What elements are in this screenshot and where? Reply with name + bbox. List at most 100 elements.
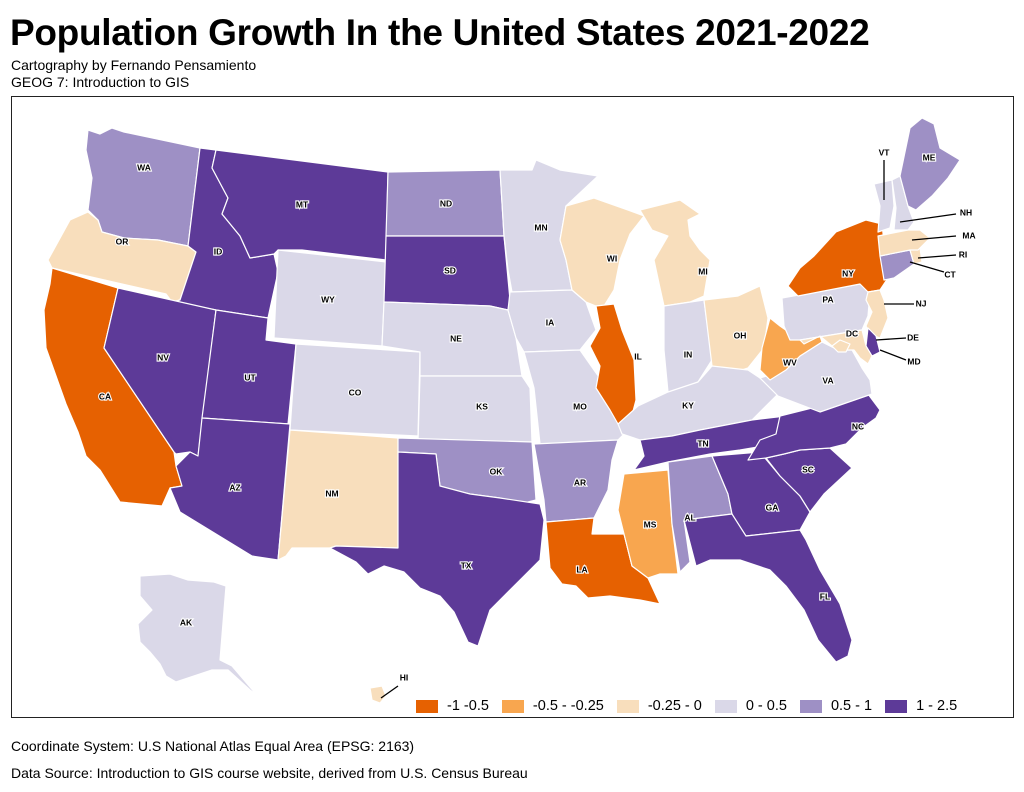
state-label-oh: OH [734,330,747,340]
state-label-nh: NH [960,207,972,217]
state-label-ny: NY [842,268,854,278]
data-source-note: Data Source: Introduction to GIS course … [11,765,528,781]
legend-label: 0 - 0.5 [745,698,787,714]
legend-item: 1 - 2.5 [885,698,957,714]
state-label-wy: WY [321,294,335,304]
legend-swatch [714,699,737,713]
state-label-id: ID [214,246,223,256]
legend-swatch [885,699,908,713]
state-label-nc: NC [852,421,864,431]
state-label-de: DE [907,332,919,342]
state-dc [831,339,851,353]
state-label-ia: IA [546,317,555,327]
state-label-ne: NE [450,333,462,343]
state-labels-layer: WA OR CA ID NV MT WY UT AZ CO NM ND SD NE KS OK TX MN IA MO… [98,146,977,683]
state-label-pa: PA [822,294,833,304]
coordinate-system-note: Coordinate System: U.S National Atlas Eq… [11,738,415,754]
state-label-tn: TN [697,438,708,448]
leader-lines-layer [380,160,957,699]
state-me [899,117,961,211]
state-label-ky: KY [682,400,694,410]
state-label-wa: WA [137,162,151,172]
legend-item: -0.25 - 0 [616,698,702,714]
state-label-la: LA [576,564,587,574]
leader-line-nh [899,213,957,223]
state-de [865,327,881,357]
state-label-nv: NV [157,352,169,362]
state-label-mo: MO [573,401,587,411]
state-label-in: IN [684,349,693,359]
state-label-hi: HI [400,672,409,682]
state-ar [533,439,619,523]
legend: -1 -0.5 -0.5 - -0.25 -0.25 - 0 0 - 0.5 0.5 -… [416,697,970,715]
state-label-sc: SC [802,464,814,474]
state-label-al: AL [684,512,695,522]
state-label-or: OR [116,236,129,246]
states-layer [43,117,961,704]
leader-line-md [879,349,907,361]
legend-swatch [616,699,639,713]
state-ma [877,229,931,257]
state-label-fl: FL [820,591,830,601]
state-fl [683,513,853,663]
state-label-md: MD [907,356,920,366]
state-ak [137,573,265,701]
state-label-ct: CT [944,269,956,279]
legend-label: 1 - 2.5 [916,698,958,714]
state-wi [559,197,645,307]
legend-item: 0 - 0.5 [714,698,787,714]
legend-swatch [416,699,438,713]
state-label-il: IL [634,351,642,361]
legend-swatch [799,699,822,713]
state-nc [747,393,881,461]
state-label-va: VA [822,375,833,385]
legend-label: -0.25 - 0 [647,698,702,714]
legend-label: -0.5 - -0.25 [532,698,604,714]
state-label-dc: DC [846,328,858,338]
state-label-tx: TX [461,560,472,570]
legend-item: -0.5 - -0.25 [501,698,604,714]
leader-line-ct [909,261,945,273]
state-label-nj: NJ [916,298,927,308]
state-hi [369,685,387,704]
state-label-ok: OK [490,466,504,476]
map-author: Cartography by Fernando Pensamiento [11,57,257,73]
state-label-az: AZ [229,482,240,492]
legend-label: 0.5 - 1 [830,698,873,714]
state-la [545,517,661,605]
state-label-wv: WV [783,357,797,367]
state-label-wi: WI [607,253,617,263]
legend-label: -1 -0.5 [447,698,489,714]
state-label-ma: MA [962,230,975,240]
state-ks [417,375,533,443]
state-label-ca: CA [99,391,111,401]
state-tx [329,451,545,647]
state-label-ga: GA [766,502,779,512]
state-label-nm: NM [325,488,338,498]
state-label-vt: VT [879,147,891,157]
leader-line-hi [380,685,399,699]
legend-item: 0.5 - 1 [799,698,873,714]
state-label-nd: ND [440,198,452,208]
leader-line-ma [911,235,957,241]
leader-line-de [875,337,907,341]
state-label-ar: AR [574,477,586,487]
state-label-mi: MI [698,266,707,276]
state-label-mt: MT [296,199,309,209]
state-label-co: CO [349,387,362,397]
state-wa [85,127,201,247]
map-title: Population Growth In the United States 2… [10,12,870,53]
legend-swatch [501,699,524,713]
state-label-sd: SD [444,265,456,275]
map-course: GEOG 7: Introduction to GIS [11,74,190,90]
state-label-ks: KS [476,401,488,411]
state-mi [639,199,711,307]
state-label-me: ME [923,152,936,162]
legend-item: -1 -0.5 [416,698,489,714]
state-wv [759,317,823,381]
state-label-mn: MN [534,222,547,232]
state-ny [787,219,893,297]
state-label-ak: AK [180,617,193,627]
state-label-ms: MS [644,519,657,529]
